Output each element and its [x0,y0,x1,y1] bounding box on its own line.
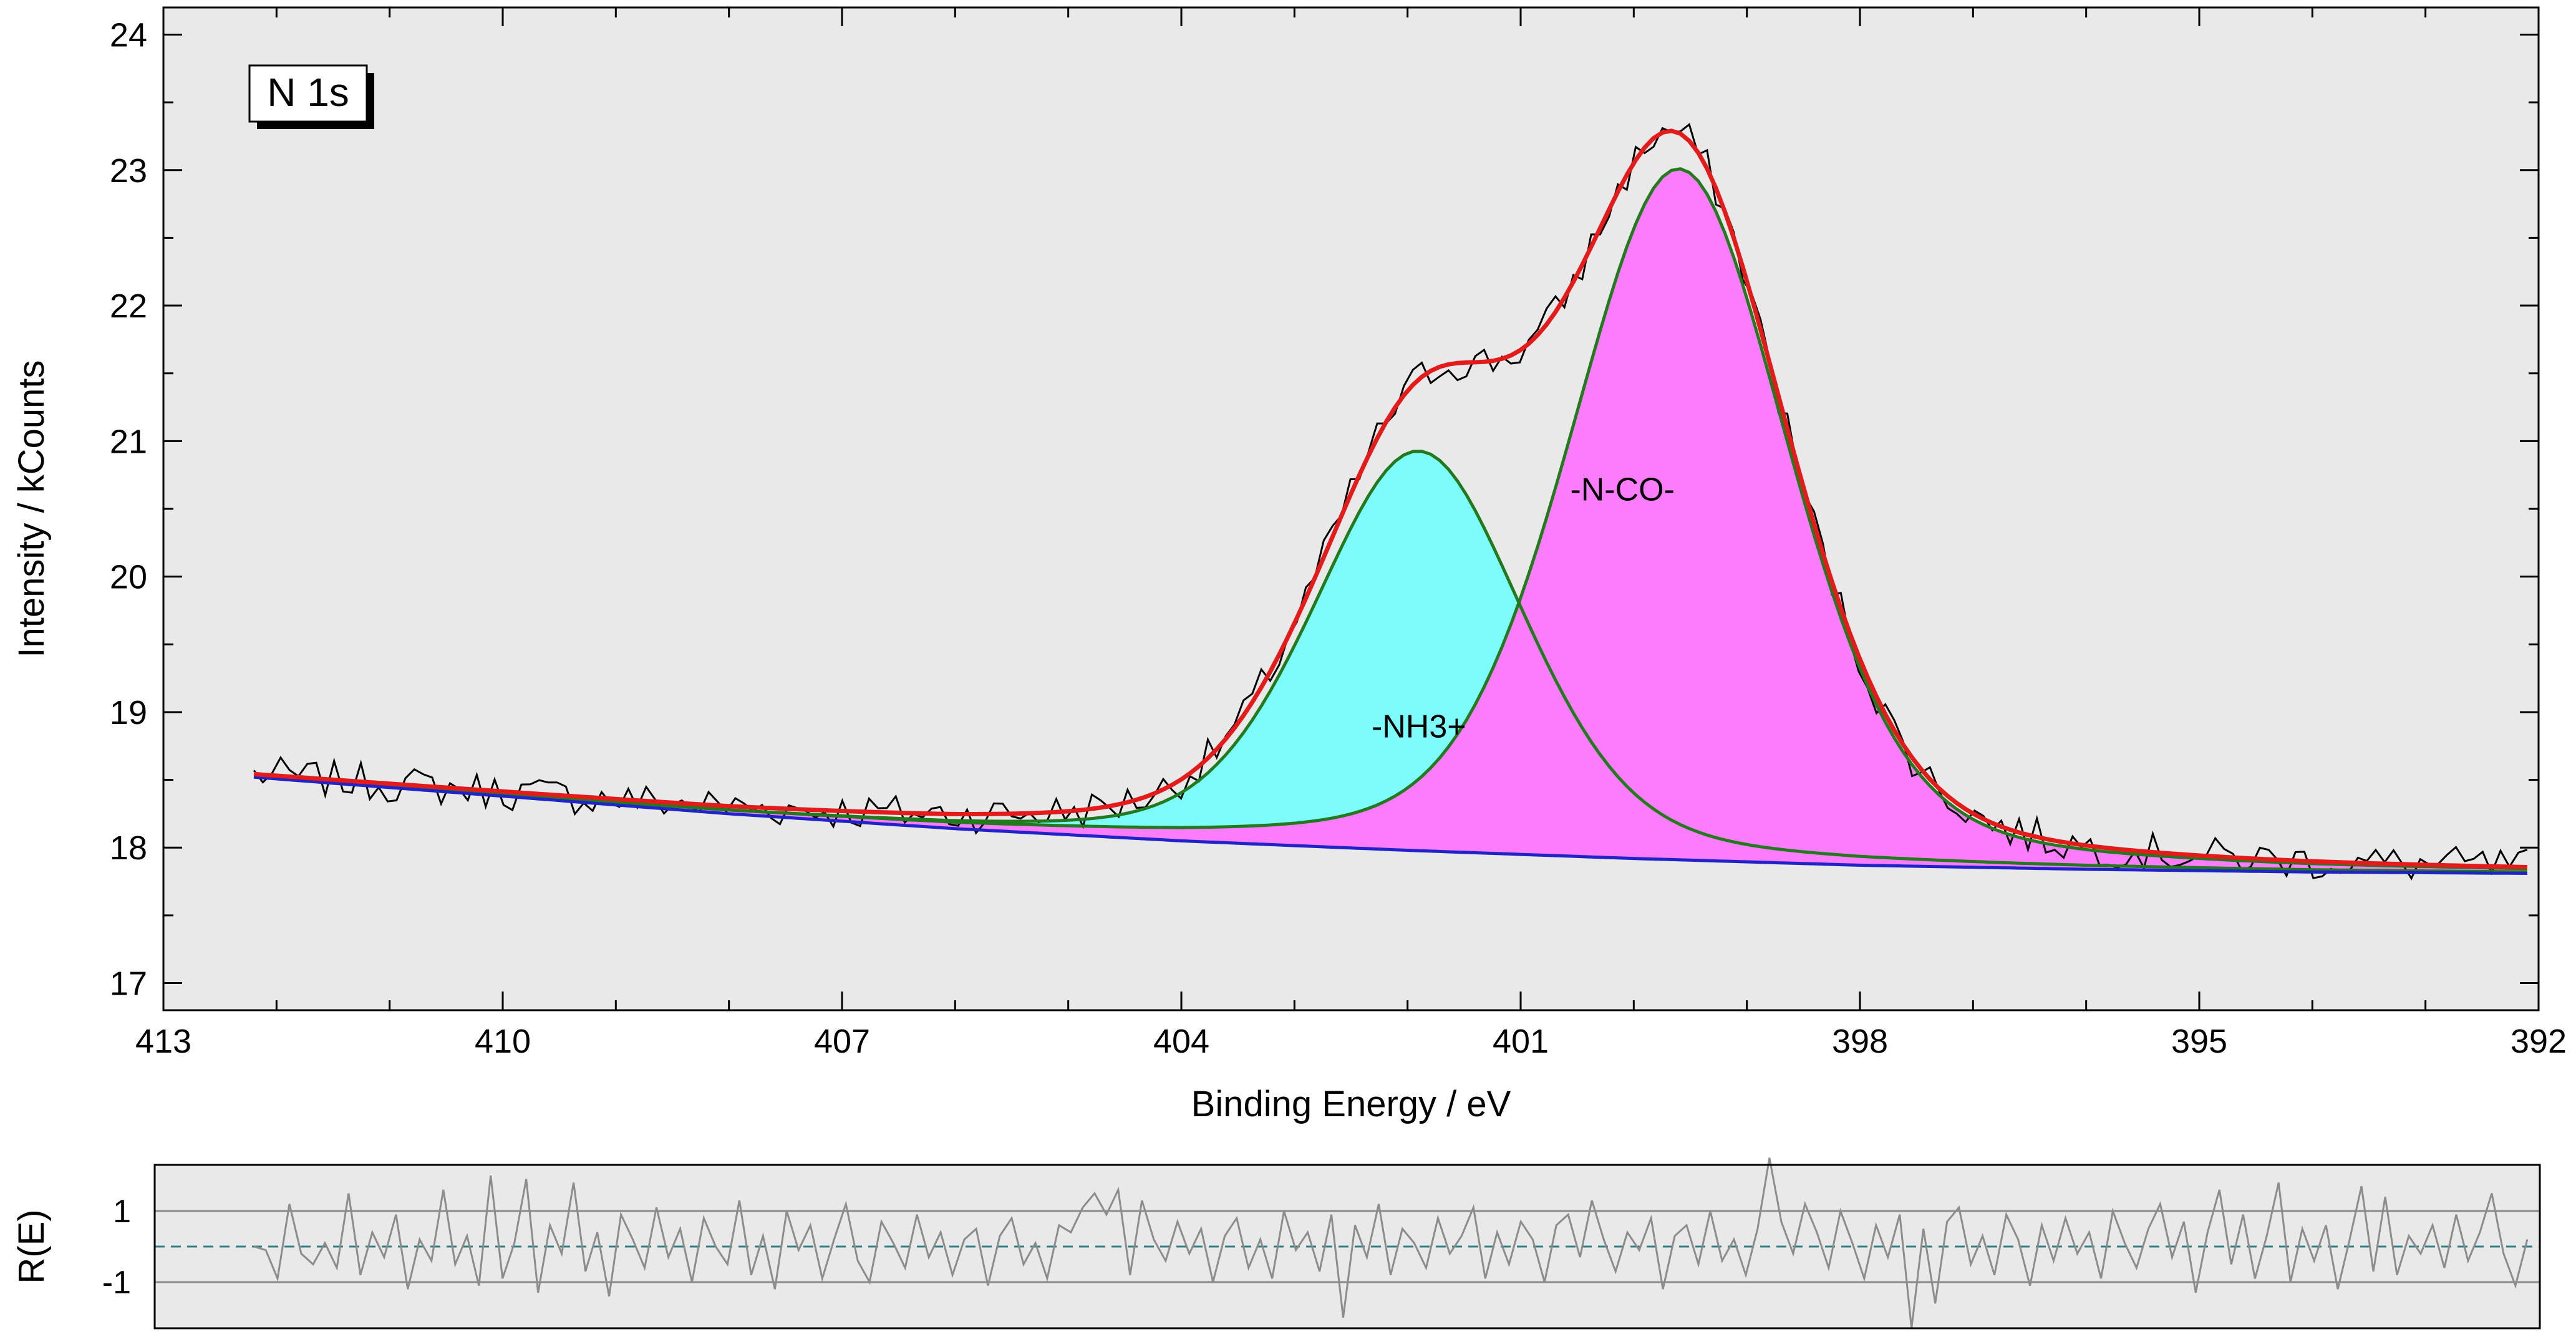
residual-plot-frame [153,1164,2541,1330]
residual-chart: 1 -1 R(E) [11,1157,2541,1330]
x-tick-label: 398 [1832,1023,1888,1060]
region-label-box: N 1s [248,64,374,129]
x-tick-label: 404 [1153,1023,1209,1060]
y-tick-label: 20 [110,559,147,596]
spectrum-lines [253,123,2528,881]
x-axis-ticks: 413 410 407 404 401 398 395 392 [135,7,2567,1060]
y-tick-label: 21 [110,423,147,460]
y-tick-label: 24 [110,16,147,54]
component-fill-1 [254,451,2527,874]
component-outline-2 [253,167,2527,871]
residual-line [253,1157,2529,1329]
envelope-line [253,128,2527,869]
x-tick-label: 401 [1493,1023,1549,1060]
main-spectrum-chart: 413 410 407 404 401 398 395 392 17 18 19 20 21 22 23 2… [11,6,2567,1124]
component-fills [254,168,2527,874]
x-tick-label: 392 [2511,1023,2567,1060]
x-axis-title: Binding Energy / eV [1191,1084,1511,1124]
y-tick-label: 17 [110,965,147,1003]
x-tick-label: 410 [475,1023,531,1060]
residual-y-ticks: 1 -1 [102,1194,131,1301]
x-tick-label: 395 [2171,1023,2227,1060]
y-axis-ticks: 17 18 19 20 21 22 23 24 [110,16,2539,1003]
residual-y-tick-label: -1 [102,1265,131,1301]
y-tick-label: 22 [110,287,147,325]
component-label-1: -NH3+ [1372,709,1466,745]
residual-series [253,1157,2529,1329]
component-label-2: -N-CO- [1570,471,1675,508]
background-line [253,775,2527,875]
component-labels: -NH3+ -N-CO- [1372,471,1675,745]
region-label-frame [248,64,368,123]
y-axis-title: Intensity / kCounts [11,360,52,657]
region-label: N 1s [267,70,349,115]
residual-axis-title: R(E) [11,1209,52,1283]
x-tick-label: 407 [814,1023,870,1060]
residual-y-tick-label: 1 [113,1194,131,1230]
y-tick-label: 19 [110,694,147,731]
y-tick-label: 23 [110,152,147,190]
y-tick-label: 18 [110,829,147,867]
x-tick-label: 413 [135,1023,191,1060]
